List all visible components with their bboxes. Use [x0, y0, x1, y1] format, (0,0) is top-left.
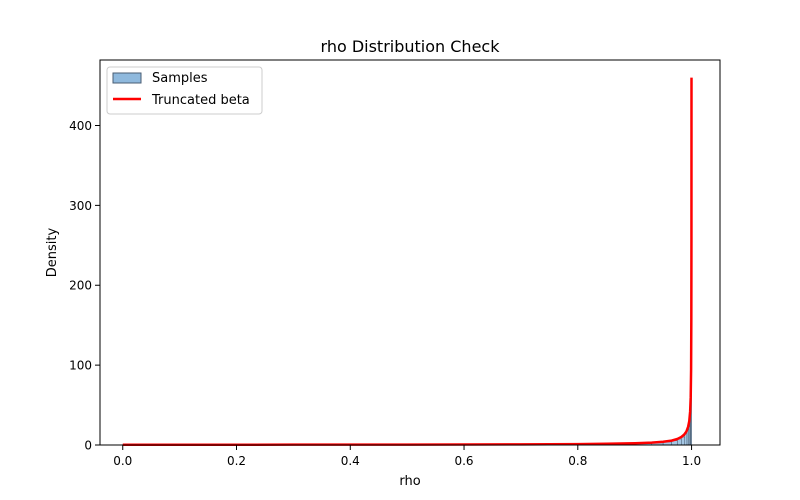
x-tick-label: 0.2: [227, 454, 246, 468]
x-tick-label: 0.0: [113, 454, 132, 468]
x-axis-ticks: 0.0 0.2 0.4 0.6 0.8 1.0: [113, 445, 701, 468]
y-axis-label: Density: [45, 227, 60, 277]
legend-swatch-samples: [112, 72, 142, 84]
legend-frame: [106, 66, 263, 115]
x-axis-label: rho: [399, 474, 420, 489]
x-tick-label: 0.4: [341, 454, 360, 468]
chart-title: rho Distribution Check: [321, 37, 501, 56]
legend-label-truncated-beta: Truncated beta: [151, 93, 250, 108]
y-tick-label: 400: [69, 119, 92, 133]
legend-label-samples: Samples: [152, 71, 208, 86]
y-tick-label: 200: [69, 279, 92, 293]
histogram-bar: [684, 433, 688, 446]
x-tick-label: 1.0: [682, 454, 701, 468]
y-tick-label: 100: [69, 359, 92, 373]
y-axis-ticks: 0 100 200 300 400: [69, 119, 100, 453]
x-tick-label: 0.6: [454, 454, 473, 468]
histogram-bar: [681, 436, 685, 446]
plot-area-frame: [99, 59, 721, 446]
y-tick-label: 0: [84, 439, 92, 453]
y-tick-label: 300: [69, 199, 92, 213]
legend: Samples Truncated beta: [106, 66, 263, 115]
x-tick-label: 0.8: [568, 454, 587, 468]
